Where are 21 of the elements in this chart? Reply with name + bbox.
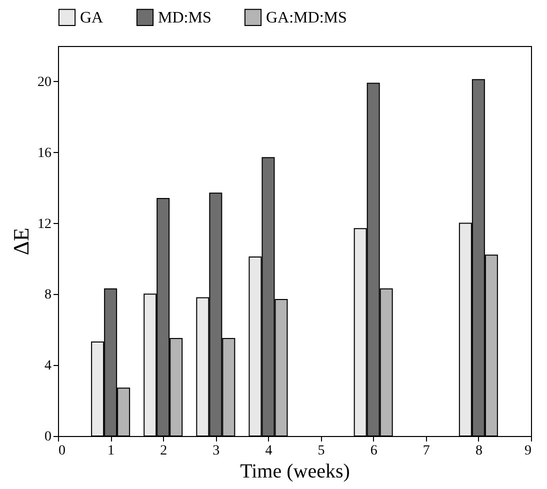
x-tick-label: 2	[160, 444, 168, 458]
y-tick-label: 0	[44, 430, 52, 444]
y-axis-title: ΔE	[8, 228, 34, 256]
x-tick-label: 1	[108, 444, 115, 458]
x-tick-label: 6	[370, 444, 378, 458]
x-tick-label: 0	[58, 444, 66, 458]
x-tick-label: 7	[422, 444, 430, 458]
y-tick-label: 16	[38, 146, 52, 161]
x-tick-label: 4	[265, 444, 272, 458]
legend-label: GA:MD:MS	[266, 9, 347, 26]
y-tick-label: 20	[38, 74, 52, 90]
x-tick-label: 8	[475, 444, 482, 458]
x-tick-label: 9	[524, 444, 532, 458]
x-tick-label: 3	[212, 444, 220, 458]
y-tick-label: 8	[44, 288, 52, 303]
x-axis-title: Time (weeks)	[240, 460, 350, 482]
y-tick-label: 4	[44, 358, 52, 374]
y-tick-label: 12	[38, 216, 52, 232]
legend-label: GA	[80, 9, 104, 26]
legend-label: MD:MS	[158, 9, 212, 26]
x-tick-label: 5	[318, 444, 325, 458]
